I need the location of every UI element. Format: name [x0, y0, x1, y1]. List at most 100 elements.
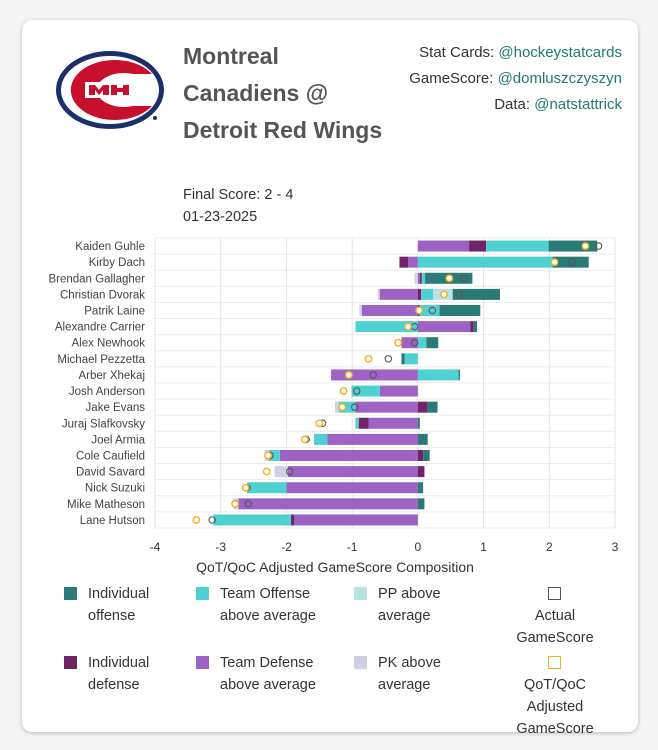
legend-swatch — [354, 656, 367, 669]
legend-label: Team Offense above average — [220, 586, 316, 624]
player-label: Kirby Dach — [89, 257, 145, 269]
bar-team_def — [379, 288, 418, 300]
x-tick-label: -1 — [347, 540, 358, 554]
credit-link[interactable]: @hockeystatcards — [498, 44, 622, 61]
actual-gamescore-marker — [285, 467, 294, 476]
bar-ind_def — [417, 450, 424, 461]
bar-ind_def — [419, 272, 422, 284]
adjusted-gamescore-marker — [339, 387, 348, 396]
bar-team_off — [417, 256, 553, 268]
bar-ind_def — [358, 417, 369, 429]
actual-gamescore-marker — [460, 274, 468, 283]
final-score: Final Score: 2 - 4 — [183, 187, 294, 203]
bar-team_off — [247, 482, 287, 494]
legend-label: Team Defense above average — [220, 655, 316, 693]
legend-swatch — [548, 656, 561, 669]
bar-team_def — [355, 401, 418, 413]
adjusted-gamescore-marker — [581, 242, 590, 251]
adjusted-gamescore-marker — [440, 290, 449, 299]
bar-team_def — [279, 450, 418, 461]
x-tick-label: 0 — [415, 540, 422, 554]
bar-pk — [414, 272, 418, 284]
legend-swatch — [548, 587, 561, 600]
actual-gamescore-marker — [568, 258, 577, 266]
bar-team_off — [339, 401, 356, 413]
adjusted-gamescore-marker — [344, 370, 353, 379]
bar-pk — [335, 401, 339, 413]
player-label: Kaiden Guhle — [75, 241, 145, 253]
actual-gamescore-marker — [351, 403, 359, 411]
adjusted-gamescore-marker — [264, 451, 272, 460]
bar-ind_off — [417, 433, 428, 445]
adjusted-gamescore-marker — [231, 499, 240, 508]
bar-ind_off — [548, 240, 598, 252]
adjusted-gamescore-marker — [338, 403, 347, 412]
legend-swatch — [196, 656, 209, 669]
actual-gamescore-marker — [384, 355, 393, 363]
x-tick-label: 3 — [612, 540, 619, 554]
legend-swatch — [196, 587, 209, 600]
legend-label: PK above average — [378, 655, 441, 693]
credit-link[interactable]: @domluszczyszyn — [497, 70, 622, 87]
bar-ind_def — [417, 466, 425, 478]
game-date: 01-23-2025 — [183, 209, 258, 225]
bar-team_def — [417, 321, 471, 333]
page-title: Montreal Canadiens @ Detroit Red Wings — [183, 43, 383, 143]
player-label: Mike Matheson — [67, 499, 145, 511]
bar-ind_off — [427, 401, 438, 413]
credits: Stat Cards: @hockeystatcards GameScore: … — [409, 40, 622, 118]
bar-team_def — [379, 385, 418, 397]
x-tick-label: -4 — [150, 540, 161, 554]
bar-team_off — [419, 305, 440, 316]
bar-team_off — [268, 450, 280, 461]
player-label: Lane Hutson — [80, 515, 145, 527]
player-label: Juraj Slafkovsky — [62, 418, 145, 430]
credit-gamescore: GameScore: @domluszczyszyn — [409, 70, 622, 87]
player-label: Joel Armia — [91, 434, 145, 446]
bar-team_def — [408, 256, 418, 268]
legend-label: Individual defense — [88, 655, 150, 693]
canadiens-logo — [56, 51, 164, 129]
bar-ind_def — [417, 288, 422, 300]
bar-team_def — [368, 417, 418, 429]
player-label: David Savard — [76, 467, 145, 479]
bar-team_off — [314, 433, 328, 445]
player-label: Arber Xhekaj — [79, 370, 145, 382]
x-tick-label: -2 — [281, 540, 292, 554]
bar-ind_def — [291, 514, 295, 526]
bar-team_off — [355, 321, 418, 333]
adjusted-gamescore-marker — [262, 467, 271, 476]
actual-gamescore-marker — [455, 290, 464, 299]
legend-label: QoT/QoC Adjusted GameScore — [516, 677, 594, 737]
bar-team_off — [355, 417, 359, 429]
bar-team_def — [417, 240, 470, 252]
legend-swatch — [64, 656, 77, 669]
bar-team_def — [401, 337, 418, 349]
bar-ind_off — [458, 369, 460, 381]
bar-ind_off — [423, 450, 430, 461]
bar-ind_def — [470, 321, 474, 333]
credit-link[interactable]: @natstattrick — [534, 96, 622, 113]
legend-swatch — [64, 587, 77, 600]
bar-team_off — [213, 514, 292, 526]
bar-team_off — [404, 353, 418, 365]
bar-team_off — [351, 385, 380, 397]
bar-team_def — [362, 305, 418, 316]
bar-ind_def — [399, 256, 408, 268]
bar-team_def — [327, 433, 418, 445]
bar-ind_off — [452, 288, 500, 300]
actual-gamescore-marker — [369, 371, 377, 379]
bar-team_off — [421, 288, 433, 300]
bar-team_off — [417, 369, 459, 381]
bar-team_off — [486, 240, 549, 252]
player-label: Michael Pezzetta — [57, 354, 145, 366]
bar-team_def — [238, 498, 418, 510]
x-tick-label: 1 — [480, 540, 487, 554]
adjusted-gamescore-marker — [445, 274, 454, 283]
bar-pk — [274, 466, 288, 478]
actual-gamescore-marker — [594, 242, 603, 250]
x-axis-label: QoT/QoC Adjusted GameScore Composition — [196, 559, 474, 575]
bar-team_off — [421, 272, 426, 284]
bar-team_def — [331, 369, 418, 381]
